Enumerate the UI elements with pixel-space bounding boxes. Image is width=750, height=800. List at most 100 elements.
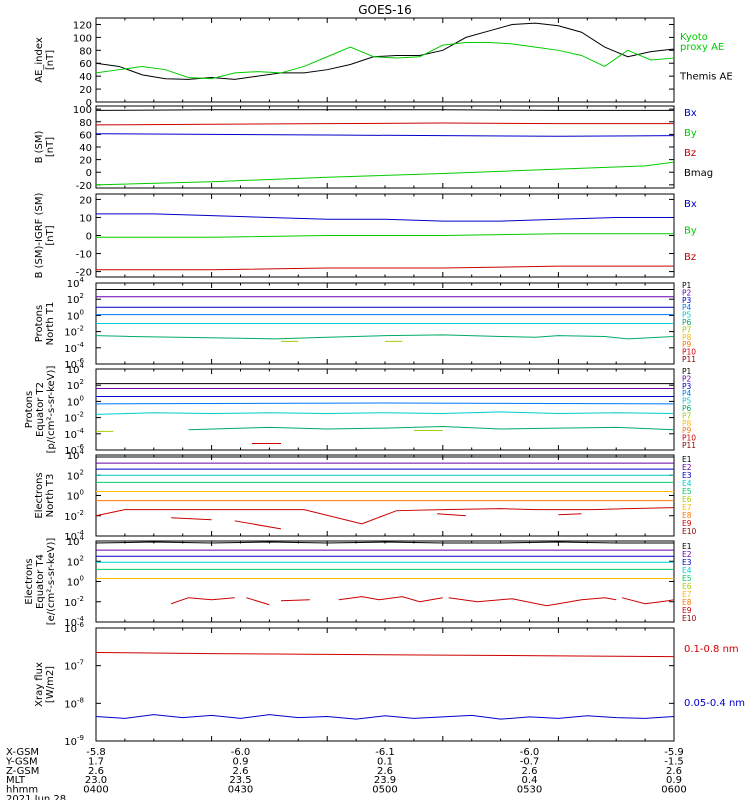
series-line-e9c	[558, 513, 582, 516]
tick-base: 10	[67, 492, 80, 503]
tick-base: 10	[64, 532, 77, 543]
y-tick-label: -10	[76, 250, 92, 261]
channel-label: E7	[682, 590, 692, 599]
legend-entry: Bz	[684, 148, 696, 159]
tick-base: 10	[67, 451, 80, 462]
y-tick-label: 10-2	[64, 595, 84, 609]
ephemeris-value: 0.9	[666, 775, 682, 786]
y-axis-title-line: Protons	[24, 391, 35, 428]
channel-label: E6	[682, 582, 692, 591]
series-line-e9b	[171, 517, 212, 521]
y-tick-label: 10-4	[64, 615, 84, 629]
series-line-e9b	[246, 597, 270, 606]
y-tick-label: 10-2	[64, 411, 84, 425]
ephemeris-value: 2.6	[522, 766, 538, 777]
y-tick-label: 10-6	[64, 357, 84, 371]
tick-base: 10	[67, 295, 80, 306]
tick-base: 10	[64, 414, 77, 425]
ephemeris-value: 0400	[83, 785, 108, 796]
tick-exponent: -6	[77, 621, 85, 629]
tick-base: 10	[64, 328, 77, 339]
tick-base: 10	[67, 311, 80, 322]
tick-exponent: -4	[77, 427, 85, 435]
y-tick-label: 104	[67, 534, 85, 548]
ephemeris-value: -6.0	[520, 747, 540, 758]
y-tick-label: 10-8	[64, 696, 84, 710]
channel-label: E4	[682, 479, 692, 488]
ephemeris-value: 0500	[372, 785, 397, 796]
channel-label: P1	[682, 367, 692, 376]
tick-exponent: -4	[77, 615, 85, 623]
tick-base: 10	[64, 512, 77, 523]
y-tick-label: 102	[67, 292, 84, 306]
legend-entry: 0.05-0.4 nm	[684, 698, 745, 709]
series-line-e9d	[448, 597, 617, 607]
y-tick-label: 10-4	[64, 427, 84, 441]
tick-exponent: 0	[80, 394, 84, 402]
tick-exponent: -2	[77, 325, 84, 333]
tick-exponent: -9	[77, 734, 84, 742]
series-line-p5	[95, 411, 675, 415]
tick-base: 10	[64, 598, 77, 609]
y-tick-label: 100	[67, 394, 84, 408]
series-line-e9c	[436, 513, 466, 517]
tick-exponent: -4	[77, 529, 85, 537]
y-tick-label: 0	[86, 98, 92, 109]
ephemeris-value: -5.9	[664, 747, 684, 758]
y-axis-title-line: Equator T2	[35, 382, 46, 437]
tick-exponent: 0	[80, 489, 84, 497]
tick-exponent: -7	[77, 659, 84, 667]
channel-label: E8	[682, 511, 692, 520]
panel-frame	[95, 368, 675, 451]
series-line-bx	[95, 133, 675, 137]
channel-label: P1	[682, 281, 692, 290]
ephemeris-value: -0.7	[520, 756, 540, 767]
series-line-by	[96, 233, 674, 238]
series-line-e9b	[234, 520, 282, 530]
series-line-e9c	[338, 596, 443, 603]
y-axis-title: ProtonsNorth T1	[34, 302, 56, 346]
y-tick-label: 100	[73, 33, 92, 44]
tick-base: 10	[64, 430, 77, 441]
series-line-bx	[96, 213, 674, 222]
tick-exponent: -2	[77, 595, 84, 603]
y-axis-title-line: Equator T4	[35, 554, 46, 609]
legend-entry: 0.1-0.8 nm	[684, 644, 739, 655]
channel-label: P10	[682, 348, 696, 357]
series-line-0-1-0-8-nm	[95, 651, 675, 658]
y-tick-label: 40	[79, 143, 92, 154]
tick-exponent: -8	[77, 696, 84, 704]
tick-base: 10	[64, 624, 77, 635]
y-tick-label: 100	[67, 575, 84, 589]
y-axis-title-line: [W/m2]	[45, 666, 56, 703]
y-tick-label: 10-4	[64, 529, 84, 543]
channel-label: E1	[682, 455, 692, 464]
legend-entry: Themis AE	[679, 72, 733, 83]
y-tick-label: 20	[79, 195, 92, 206]
channel-label: E6	[682, 495, 692, 504]
y-tick-label: 60	[79, 59, 92, 70]
y-axis-title: ProtonsEquator T2[p/(cm²-s-sr-keV)]	[24, 366, 57, 454]
y-tick-label: 104	[67, 276, 85, 290]
y-tick-label: 40	[79, 72, 92, 83]
y-tick-label: 102	[67, 378, 84, 392]
channel-label: E7	[682, 503, 692, 512]
legend-entry: By	[684, 128, 697, 139]
channel-label: P6	[682, 318, 692, 327]
tick-base: 10	[64, 699, 77, 710]
y-tick-label: 20	[79, 85, 92, 96]
y-tick-label: 100	[73, 105, 92, 116]
y-tick-label: 10-7	[64, 659, 84, 673]
y-axis-title-line: Electrons	[34, 472, 45, 518]
series-line-p4	[95, 402, 675, 405]
y-tick-label: 0	[86, 168, 92, 179]
tick-exponent: 2	[80, 554, 84, 562]
channel-label: P6	[682, 404, 692, 413]
channel-label: E1	[682, 542, 692, 551]
series-line-p6	[95, 334, 675, 340]
y-tick-label: 120	[73, 20, 92, 31]
series-line-kyoto-proxy-ae	[95, 42, 675, 80]
